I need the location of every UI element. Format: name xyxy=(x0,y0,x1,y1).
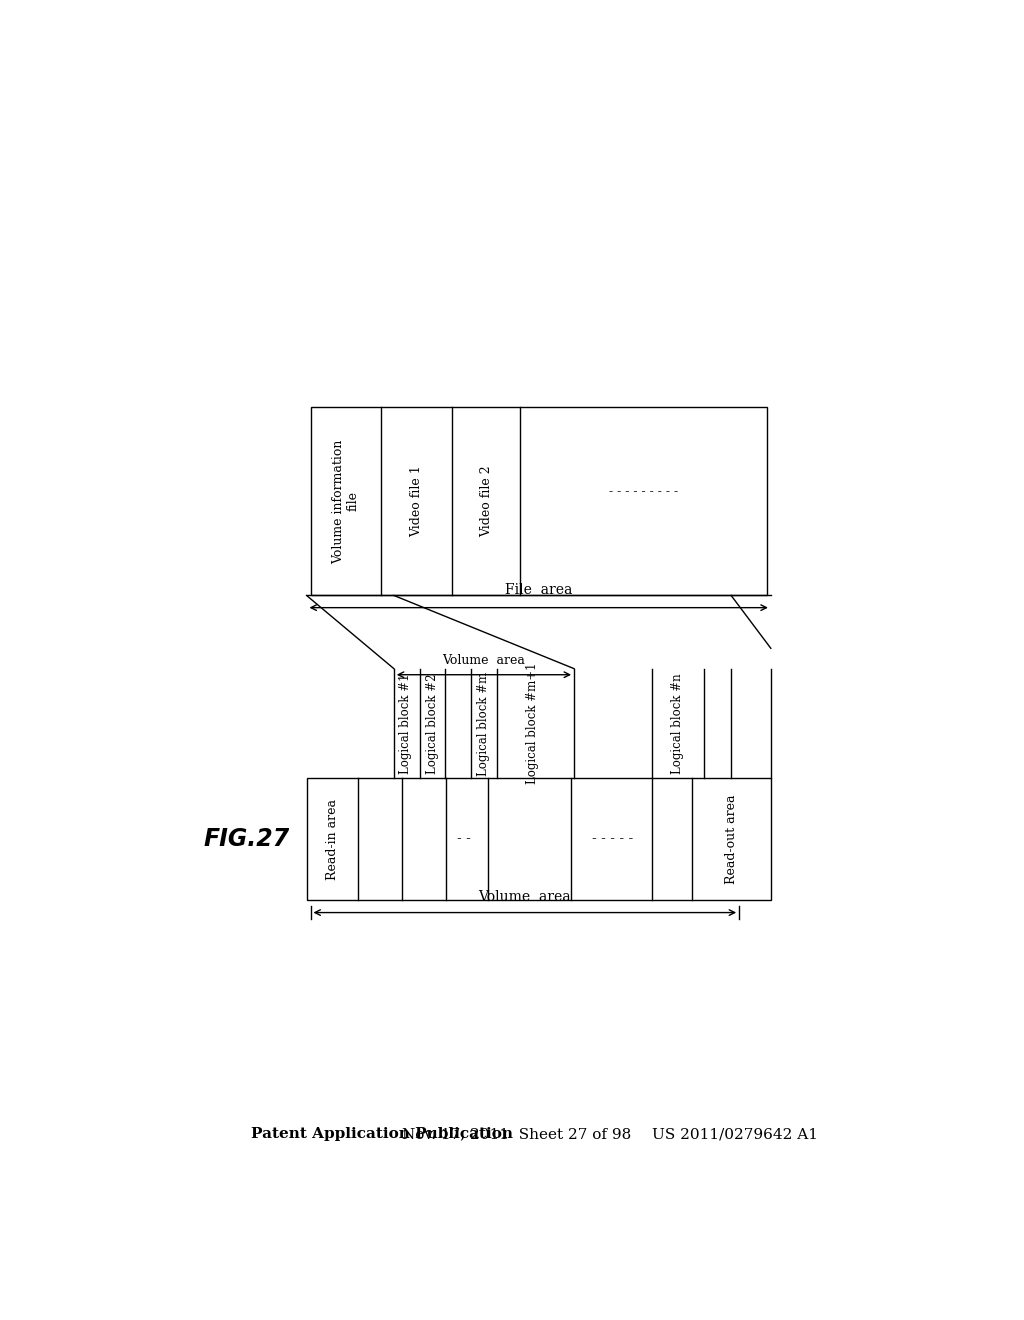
Text: Patent Application Publication: Patent Application Publication xyxy=(251,1127,513,1142)
Text: Volume information
file: Volume information file xyxy=(332,440,359,564)
Text: US 2011/0279642 A1: US 2011/0279642 A1 xyxy=(652,1127,818,1142)
Text: Volume  area: Volume area xyxy=(442,653,525,667)
Bar xyxy=(306,779,771,900)
Text: Logical block #2: Logical block #2 xyxy=(426,673,439,774)
Text: FIG.27: FIG.27 xyxy=(204,828,290,851)
Text: - - - - - - - - -: - - - - - - - - - xyxy=(609,484,678,498)
Text: Read-out area: Read-out area xyxy=(725,795,738,884)
Text: Video file 2: Video file 2 xyxy=(479,466,493,537)
Text: Read-in area: Read-in area xyxy=(326,799,339,880)
Bar xyxy=(310,408,767,595)
Text: Logical block #m+1: Logical block #m+1 xyxy=(526,663,540,784)
Text: Logical block #m: Logical block #m xyxy=(477,672,490,776)
Text: Nov. 17, 2011  Sheet 27 of 98: Nov. 17, 2011 Sheet 27 of 98 xyxy=(402,1127,632,1142)
Text: File  area: File area xyxy=(505,583,572,598)
Text: Logical block #1: Logical block #1 xyxy=(399,673,413,774)
Text: Video file 1: Video file 1 xyxy=(411,466,423,537)
Text: - - - - -: - - - - - xyxy=(592,833,634,846)
Text: - -: - - xyxy=(458,833,471,846)
Text: Logical block #n: Logical block #n xyxy=(672,673,684,774)
Text: Volume  area: Volume area xyxy=(478,891,571,904)
